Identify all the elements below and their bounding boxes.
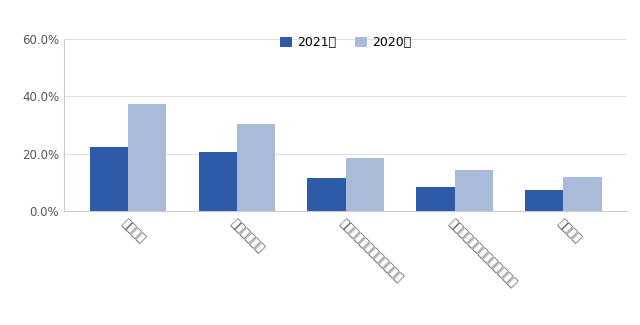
Bar xyxy=(307,178,346,211)
Bar xyxy=(417,187,454,211)
Bar xyxy=(198,152,237,211)
Bar xyxy=(90,147,128,211)
Bar xyxy=(128,104,166,211)
Bar xyxy=(346,158,384,211)
Legend: 2021年, 2020年: 2021年, 2020年 xyxy=(275,32,417,55)
Bar xyxy=(454,170,493,211)
Bar xyxy=(563,177,602,211)
Bar xyxy=(237,124,275,211)
Bar xyxy=(525,190,563,211)
